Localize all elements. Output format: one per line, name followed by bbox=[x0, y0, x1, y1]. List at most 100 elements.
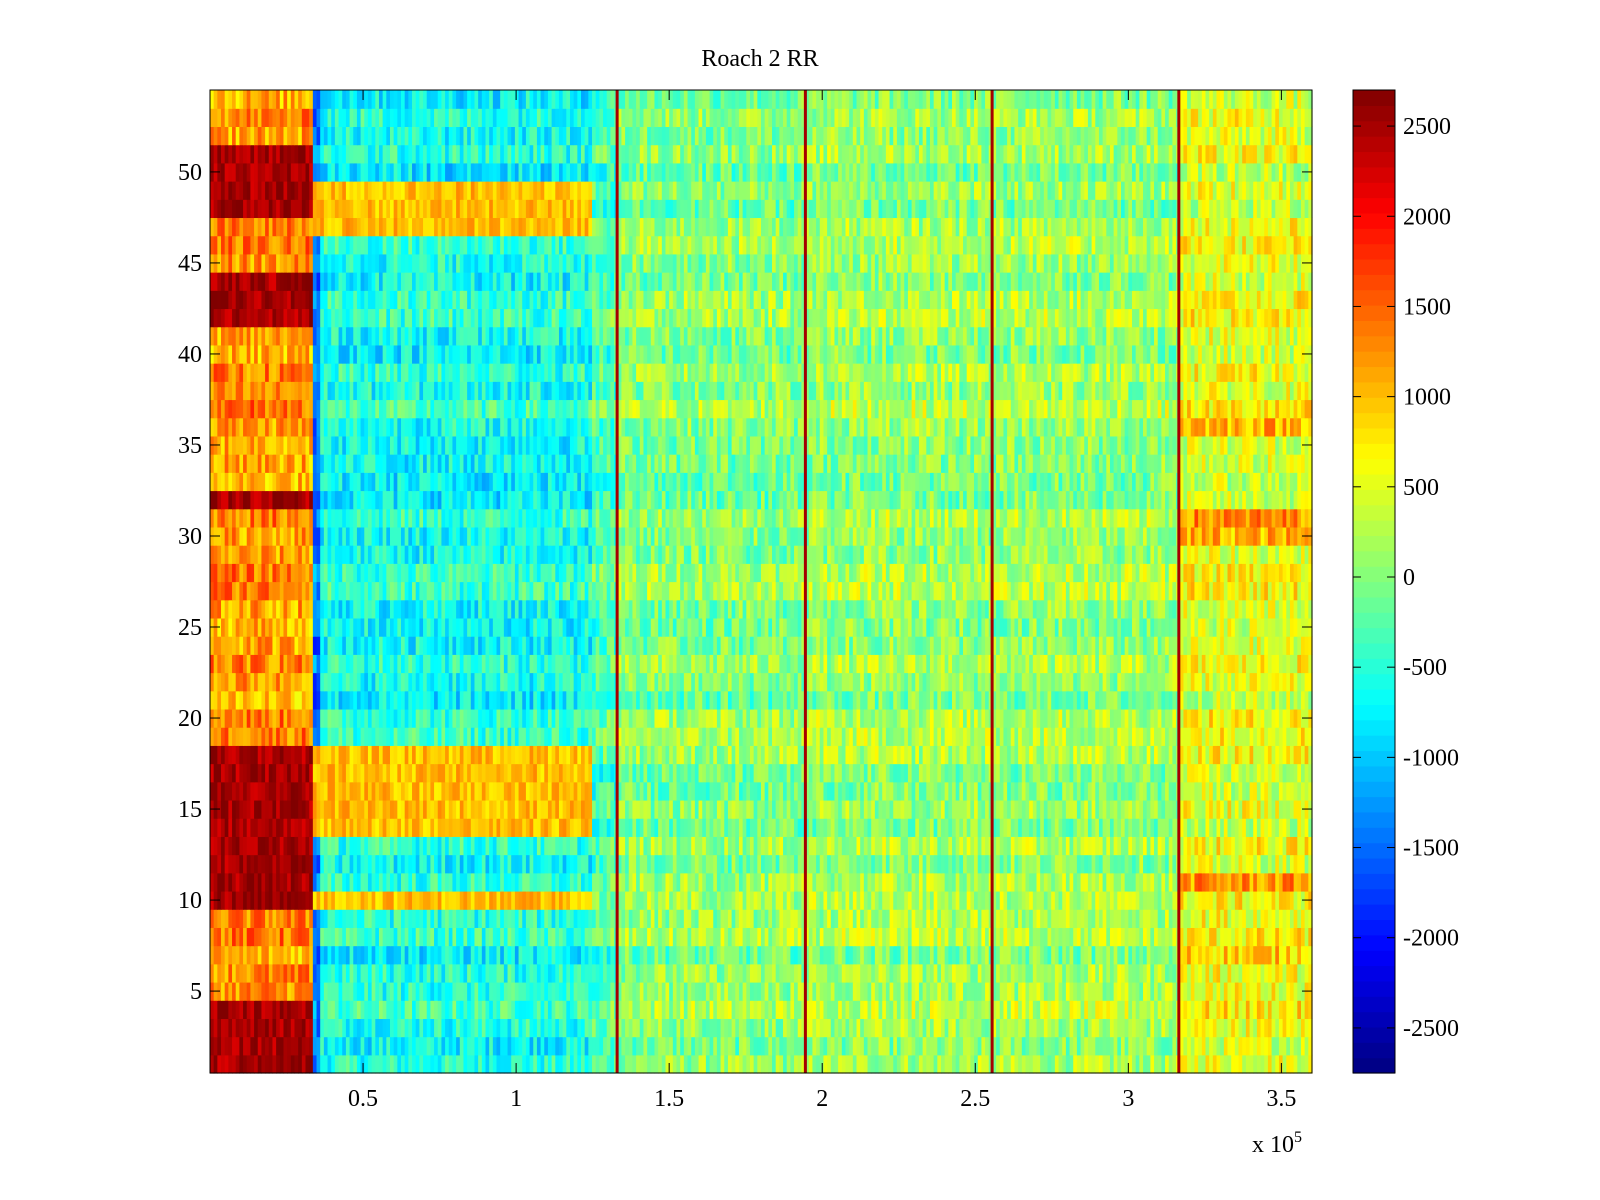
heatmap-cell bbox=[492, 781, 498, 801]
heatmap-cell bbox=[808, 981, 814, 1001]
heatmap-cell bbox=[1198, 799, 1203, 819]
heatmap-cell bbox=[1073, 945, 1078, 965]
heatmap-cell bbox=[547, 963, 553, 983]
heatmap-cell bbox=[305, 818, 310, 837]
heatmap-cell bbox=[698, 909, 703, 928]
heatmap-cell bbox=[1124, 927, 1129, 947]
heatmap-cell bbox=[735, 963, 740, 983]
heatmap-cell bbox=[863, 781, 869, 801]
heatmap-cell bbox=[544, 963, 549, 983]
heatmap-cell bbox=[213, 1000, 218, 1019]
heatmap-cell bbox=[702, 981, 707, 1001]
heatmap-cell bbox=[904, 1054, 909, 1074]
heatmap-cell bbox=[562, 763, 567, 783]
heatmap-cell bbox=[691, 963, 696, 983]
heatmap-cell bbox=[1007, 1054, 1012, 1074]
heatmap-cell bbox=[713, 890, 718, 910]
heatmap-cell bbox=[500, 890, 505, 910]
heatmap-cell bbox=[852, 927, 858, 947]
heatmap-cell bbox=[749, 854, 755, 874]
heatmap-cell bbox=[827, 854, 832, 874]
heatmap-cell bbox=[474, 763, 479, 783]
heatmap-cell bbox=[320, 872, 325, 892]
heatmap-cell bbox=[235, 963, 240, 983]
heatmap-cell bbox=[680, 981, 685, 1001]
heatmap-cell bbox=[456, 854, 461, 874]
heatmap-cell bbox=[885, 1018, 891, 1038]
heatmap-cell bbox=[1286, 1036, 1291, 1056]
heatmap-cell bbox=[412, 890, 417, 910]
heatmap-cell bbox=[669, 981, 674, 1001]
heatmap-cell bbox=[415, 890, 420, 910]
heatmap-cell bbox=[654, 836, 659, 856]
heatmap-cell bbox=[316, 963, 321, 983]
heatmap-cell bbox=[830, 836, 836, 856]
heatmap-cell bbox=[1135, 1036, 1140, 1056]
heatmap-cell bbox=[419, 945, 424, 965]
heatmap-cell bbox=[331, 781, 336, 801]
heatmap-cell bbox=[896, 1054, 902, 1074]
heatmap-cell bbox=[687, 1018, 692, 1038]
heatmap-cell bbox=[393, 981, 398, 1001]
heatmap-cell bbox=[1106, 872, 1111, 892]
heatmap-cell bbox=[764, 781, 769, 801]
heatmap-cell bbox=[1040, 1018, 1045, 1038]
heatmap-cell bbox=[1234, 909, 1240, 928]
heatmap-cell bbox=[661, 818, 667, 837]
heatmap-cell bbox=[977, 1054, 982, 1074]
heatmap-cell bbox=[893, 1036, 898, 1056]
heatmap-cell bbox=[1194, 981, 1199, 1001]
heatmap-cell bbox=[397, 836, 402, 856]
heatmap-cell bbox=[478, 799, 483, 819]
heatmap-cell bbox=[834, 872, 839, 892]
heatmap-cell bbox=[1201, 1000, 1207, 1019]
heatmap-cell bbox=[691, 1000, 696, 1019]
heatmap-cell bbox=[871, 1018, 876, 1038]
heatmap-cell bbox=[1051, 945, 1056, 965]
heatmap-cell bbox=[353, 981, 358, 1001]
heatmap-cell bbox=[507, 854, 512, 874]
heatmap-cell bbox=[1128, 818, 1133, 837]
heatmap-cell bbox=[1150, 854, 1155, 874]
heatmap-cell bbox=[566, 909, 571, 928]
heatmap-cell bbox=[1212, 799, 1218, 819]
heatmap-cell bbox=[389, 1036, 395, 1056]
heatmap-cell bbox=[1069, 781, 1074, 801]
heatmap-cell bbox=[1080, 1000, 1085, 1019]
heatmap-cell bbox=[1168, 1054, 1174, 1074]
heatmap-cell bbox=[1143, 1018, 1148, 1038]
heatmap-cell bbox=[1043, 1054, 1049, 1074]
heatmap-cell bbox=[628, 763, 634, 783]
heatmap-cell bbox=[364, 927, 369, 947]
heatmap-cell bbox=[511, 799, 516, 819]
heatmap-cell bbox=[797, 854, 802, 874]
heatmap-cell bbox=[768, 927, 773, 947]
heatmap-cell bbox=[735, 1018, 740, 1038]
heatmap-cell bbox=[757, 890, 762, 910]
heatmap-cell bbox=[492, 836, 498, 856]
heatmap-cell bbox=[889, 872, 894, 892]
heatmap-cell bbox=[511, 872, 516, 892]
heatmap-cell bbox=[419, 981, 424, 1001]
heatmap-cell bbox=[1109, 872, 1115, 892]
heatmap-cell bbox=[647, 1000, 652, 1019]
heatmap-cell bbox=[603, 763, 608, 783]
heatmap-cell bbox=[863, 872, 869, 892]
heatmap-cell bbox=[1062, 1018, 1067, 1038]
heatmap-cell bbox=[1234, 1054, 1240, 1074]
heatmap-cell bbox=[1308, 872, 1313, 892]
heatmap-cell bbox=[389, 818, 395, 837]
heatmap-cell bbox=[257, 1054, 263, 1074]
heatmap-cell bbox=[680, 781, 685, 801]
heatmap-cell bbox=[889, 981, 894, 1001]
heatmap-cell bbox=[323, 1000, 329, 1019]
heatmap-cell bbox=[1051, 1000, 1056, 1019]
heatmap-cell bbox=[658, 927, 663, 947]
heatmap-cell bbox=[364, 854, 369, 874]
heatmap-cell bbox=[643, 1018, 648, 1038]
heatmap-cell bbox=[312, 1018, 318, 1038]
heatmap-cell bbox=[999, 981, 1005, 1001]
heatmap-cell bbox=[1014, 799, 1019, 819]
heatmap-cell bbox=[467, 872, 472, 892]
heatmap-cell bbox=[937, 854, 942, 874]
